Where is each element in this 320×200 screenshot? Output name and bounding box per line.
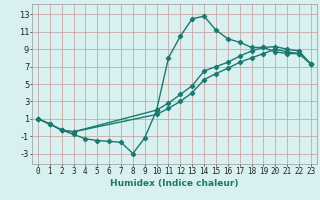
X-axis label: Humidex (Indice chaleur): Humidex (Indice chaleur) [110, 179, 239, 188]
